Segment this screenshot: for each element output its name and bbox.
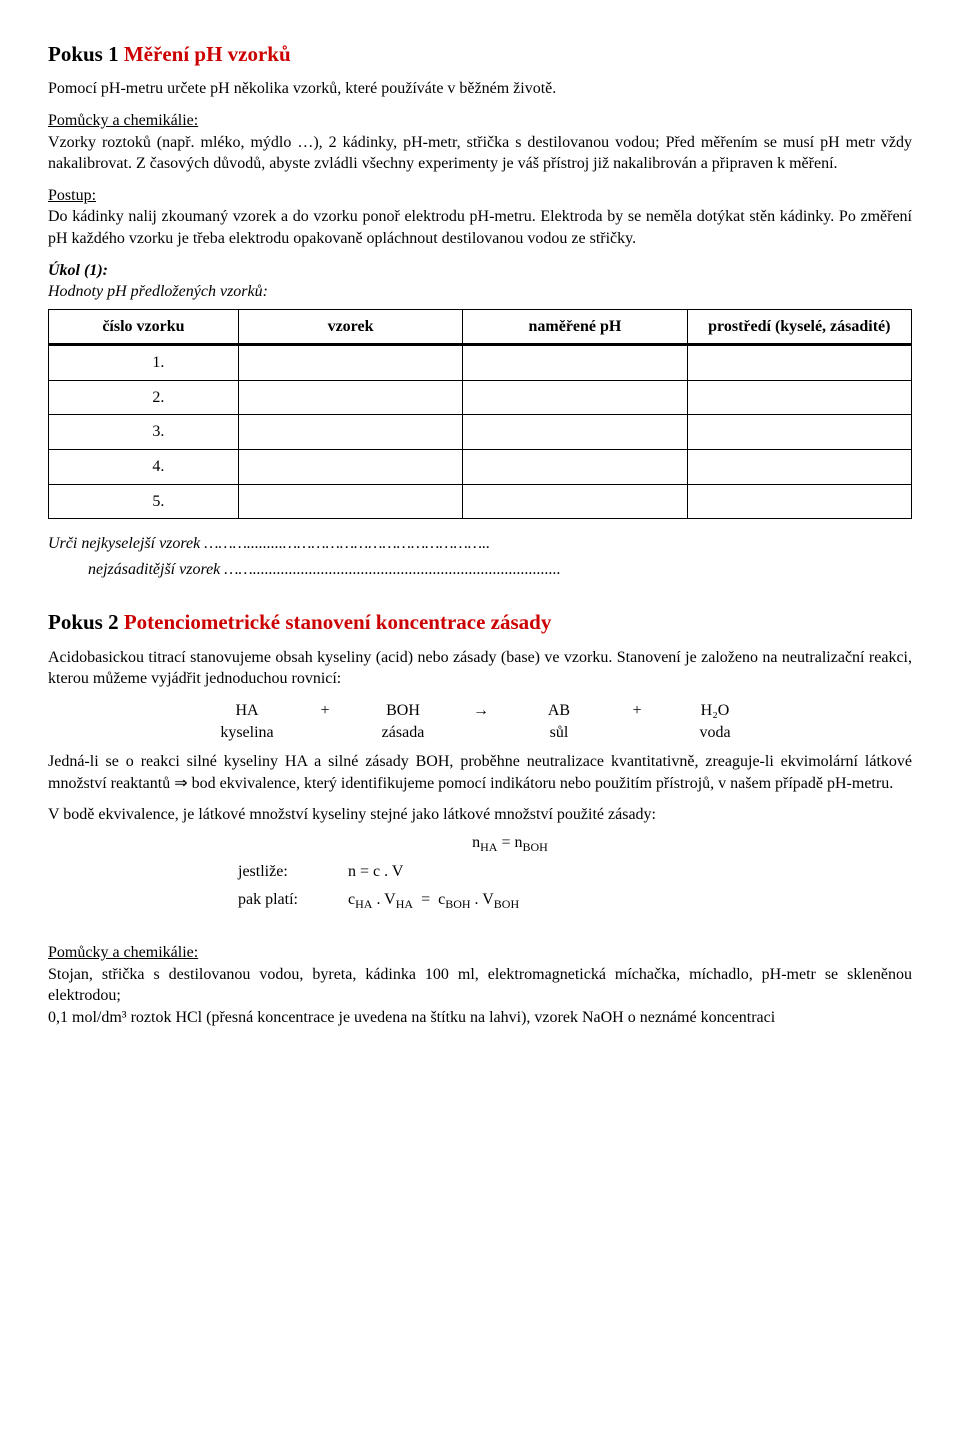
pokus2-para2: Jedná-li se o reakci silné kyseliny HA a… (48, 751, 912, 794)
reaction-equation: HA + BOH → AB + H₂O kyselina zásada sůl … (48, 700, 912, 743)
pakplati-label: pak platí: (238, 889, 348, 912)
pokus1-intro: Pomocí pH-metru určete pH několika vzork… (48, 78, 912, 100)
pokus2-heading: Pokus 2 Potenciometrické stanovení konce… (48, 608, 912, 636)
ukol-label: Úkol (1): (48, 262, 108, 279)
pokus2-pomucky: Pomůcky a chemikálie: Stojan, střička s … (48, 942, 912, 1028)
table-row: 3. (49, 415, 912, 450)
fill-kysely: Urči nejkyselejší vzorek ……….........………… (48, 533, 912, 555)
eq-nha: nHA = nBOH (48, 832, 912, 855)
table-row: 1. (49, 345, 912, 381)
table-row: 4. (49, 450, 912, 485)
pokus2-prefix: Pokus 2 (48, 610, 124, 634)
table-row: 5. (49, 484, 912, 519)
pomucky2-text1: Stojan, střička s destilovanou vodou, by… (48, 966, 912, 1005)
equiv-formulas: nHA = nBOH jestliže: n = c . V pak platí… (48, 832, 912, 912)
pokus1-heading: Pokus 1 Měření pH vzorků (48, 40, 912, 68)
ph-table: číslo vzorku vzorek naměřené pH prostřed… (48, 309, 912, 520)
col-ph: naměřené pH (463, 309, 687, 345)
pakplati-val: cHA . VHA = cBOH . VBOH (348, 889, 519, 912)
postup-label: Postup: (48, 187, 96, 204)
table-row: 2. (49, 380, 912, 415)
pokus1-postup: Postup: Do kádinky nalij zkoumaný vzorek… (48, 185, 912, 250)
col-vzorek: vzorek (238, 309, 462, 345)
pokus2-para1: Acidobasickou titrací stanovujeme obsah … (48, 647, 912, 690)
pokus1-title: Měření pH vzorků (124, 42, 291, 66)
pomucky-label: Pomůcky a chemikálie: (48, 112, 198, 129)
pokus1-ukol: Úkol (1): Hodnoty pH předložených vzorků… (48, 260, 912, 303)
col-prostredi: prostředí (kyselé, zásadité) (687, 309, 911, 345)
jestlize-val: n = c . V (348, 861, 403, 883)
pomucky2-label: Pomůcky a chemikálie: (48, 944, 198, 961)
pokus2-title: Potenciometrické stanovení koncentrace z… (124, 610, 552, 634)
pomucky-text: Vzorky roztoků (např. mléko, mýdlo …), 2… (48, 134, 912, 173)
col-cislo: číslo vzorku (49, 309, 239, 345)
ukol-text: Hodnoty pH předložených vzorků: (48, 283, 268, 300)
fill-zasadity: nejzásaditější vzorek ……................… (48, 559, 912, 581)
pokus2-para3: V bodě ekvivalence, je látkové množství … (48, 804, 912, 826)
table-header-row: číslo vzorku vzorek naměřené pH prostřed… (49, 309, 912, 345)
postup-text: Do kádinky nalij zkoumaný vzorek a do vz… (48, 208, 912, 247)
pokus1-prefix: Pokus 1 (48, 42, 124, 66)
jestlize-label: jestliže: (238, 861, 348, 883)
pomucky2-text2: 0,1 mol/dm³ roztok HCl (přesná koncentra… (48, 1009, 775, 1026)
pokus1-pomucky: Pomůcky a chemikálie: Vzorky roztoků (na… (48, 110, 912, 175)
